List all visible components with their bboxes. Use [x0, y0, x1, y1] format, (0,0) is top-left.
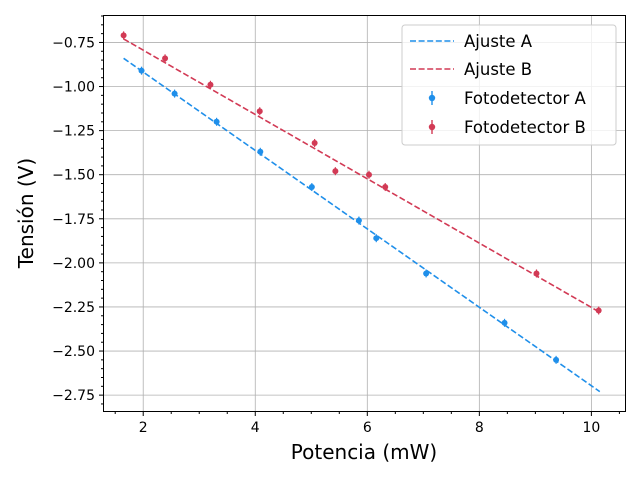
data-point-fotodetector-a [553, 356, 560, 363]
data-point-fotodetector-b [382, 184, 389, 191]
x-tick-label: 4 [251, 420, 260, 436]
x-axis-label: Potencia (mW) [291, 440, 437, 464]
data-point-fotodetector-a [423, 270, 430, 277]
legend-label-fotodetector-a: Fotodetector A [464, 89, 586, 108]
data-point-fotodetector-b [162, 55, 169, 62]
data-point-fotodetector-b [256, 108, 263, 115]
data-point-fotodetector-a [355, 217, 362, 224]
y-tick-label: −1.00 [52, 80, 95, 96]
y-tick-label: −2.50 [52, 344, 95, 360]
data-point-fotodetector-b [533, 270, 540, 277]
data-point-fotodetector-a [171, 90, 178, 97]
fit-line-ajuste-b [123, 38, 601, 313]
grid [104, 16, 625, 411]
legend-label-ajuste-b: Ajuste B [464, 60, 532, 79]
data-points [120, 31, 602, 364]
data-point-fotodetector-a [213, 118, 220, 125]
axis-ticks: 2 4 6 8 10 −0.75 −1.00 −1.25 −1.50 −1.75 −2.00 −2.2… [52, 15, 620, 436]
x-tick-label: 2 [139, 420, 148, 436]
data-point-fotodetector-a [308, 184, 315, 191]
y-tick-label: −1.25 [52, 124, 95, 140]
x-tick-label: 8 [475, 420, 484, 436]
fit-lines [123, 38, 601, 393]
y-tick-label: −2.75 [52, 388, 95, 404]
plot-frame [103, 15, 626, 412]
x-tick-label: 10 [582, 420, 600, 436]
data-point-fotodetector-b [595, 307, 602, 314]
y-tick-label: −1.75 [52, 212, 95, 228]
y-tick-label: −1.50 [52, 168, 95, 184]
legend-box [401, 24, 617, 146]
legend: Ajuste A Ajuste B Fotodetector A Fotodetect… [401, 24, 617, 146]
data-point-fotodetector-b [120, 32, 127, 39]
legend-marker-fotodetector-a [428, 94, 436, 102]
data-point-fotodetector-b [311, 139, 318, 146]
legend-marker-fotodetector-b [428, 123, 436, 131]
legend-label-ajuste-a: Ajuste A [464, 32, 533, 51]
y-tick-label: −2.00 [52, 256, 95, 272]
y-tick-label: −0.75 [52, 35, 95, 51]
data-point-fotodetector-a [257, 148, 264, 155]
legend-label-fotodetector-b: Fotodetector B [464, 118, 586, 137]
data-point-fotodetector-b [365, 171, 372, 178]
data-point-fotodetector-b [207, 81, 214, 88]
y-tick-label: −2.25 [52, 300, 95, 316]
data-point-fotodetector-a [501, 319, 508, 326]
data-point-fotodetector-a [373, 235, 380, 242]
fit-line-ajuste-a [123, 57, 601, 393]
y-axis-label: Tensión (V) [14, 158, 38, 269]
data-point-fotodetector-b [332, 168, 339, 175]
data-point-fotodetector-a [138, 67, 145, 74]
x-tick-label: 6 [363, 420, 372, 436]
